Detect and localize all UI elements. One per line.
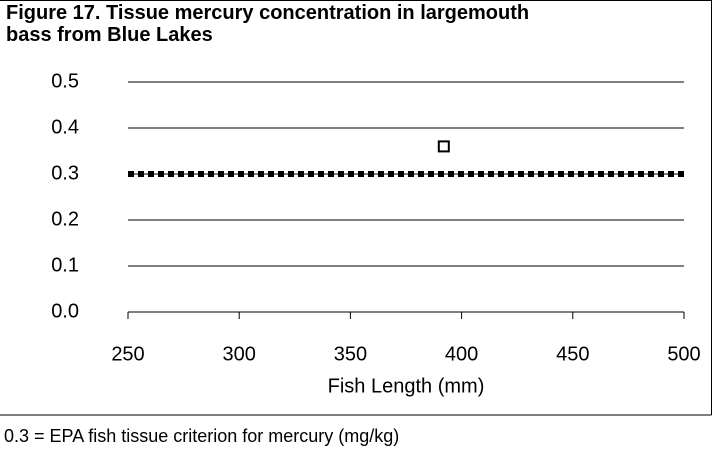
y-tick-label: 0.1	[51, 254, 79, 276]
y-tick-label: 0.3	[51, 162, 79, 184]
data-point	[437, 140, 450, 153]
y-tick-label: 0.0	[51, 300, 79, 322]
chart-title: Figure 17. Tissue mercury concentration …	[6, 2, 530, 46]
x-tick-label: 450	[556, 343, 589, 365]
x-tick-label: 250	[111, 343, 144, 365]
y-tick-label: 0.2	[51, 208, 79, 230]
x-tick-label: 300	[223, 343, 256, 365]
x-axis-label: Fish Length (mm)	[328, 375, 485, 397]
x-tick-label: 400	[445, 343, 478, 365]
y-tick-label: 0.4	[51, 116, 79, 138]
y-tick-label: 0.5	[51, 70, 79, 92]
x-tick-label: 350	[334, 343, 367, 365]
footnote: 0.3 = EPA fish tissue criterion for merc…	[4, 426, 399, 446]
x-tick-label: 500	[667, 343, 700, 365]
